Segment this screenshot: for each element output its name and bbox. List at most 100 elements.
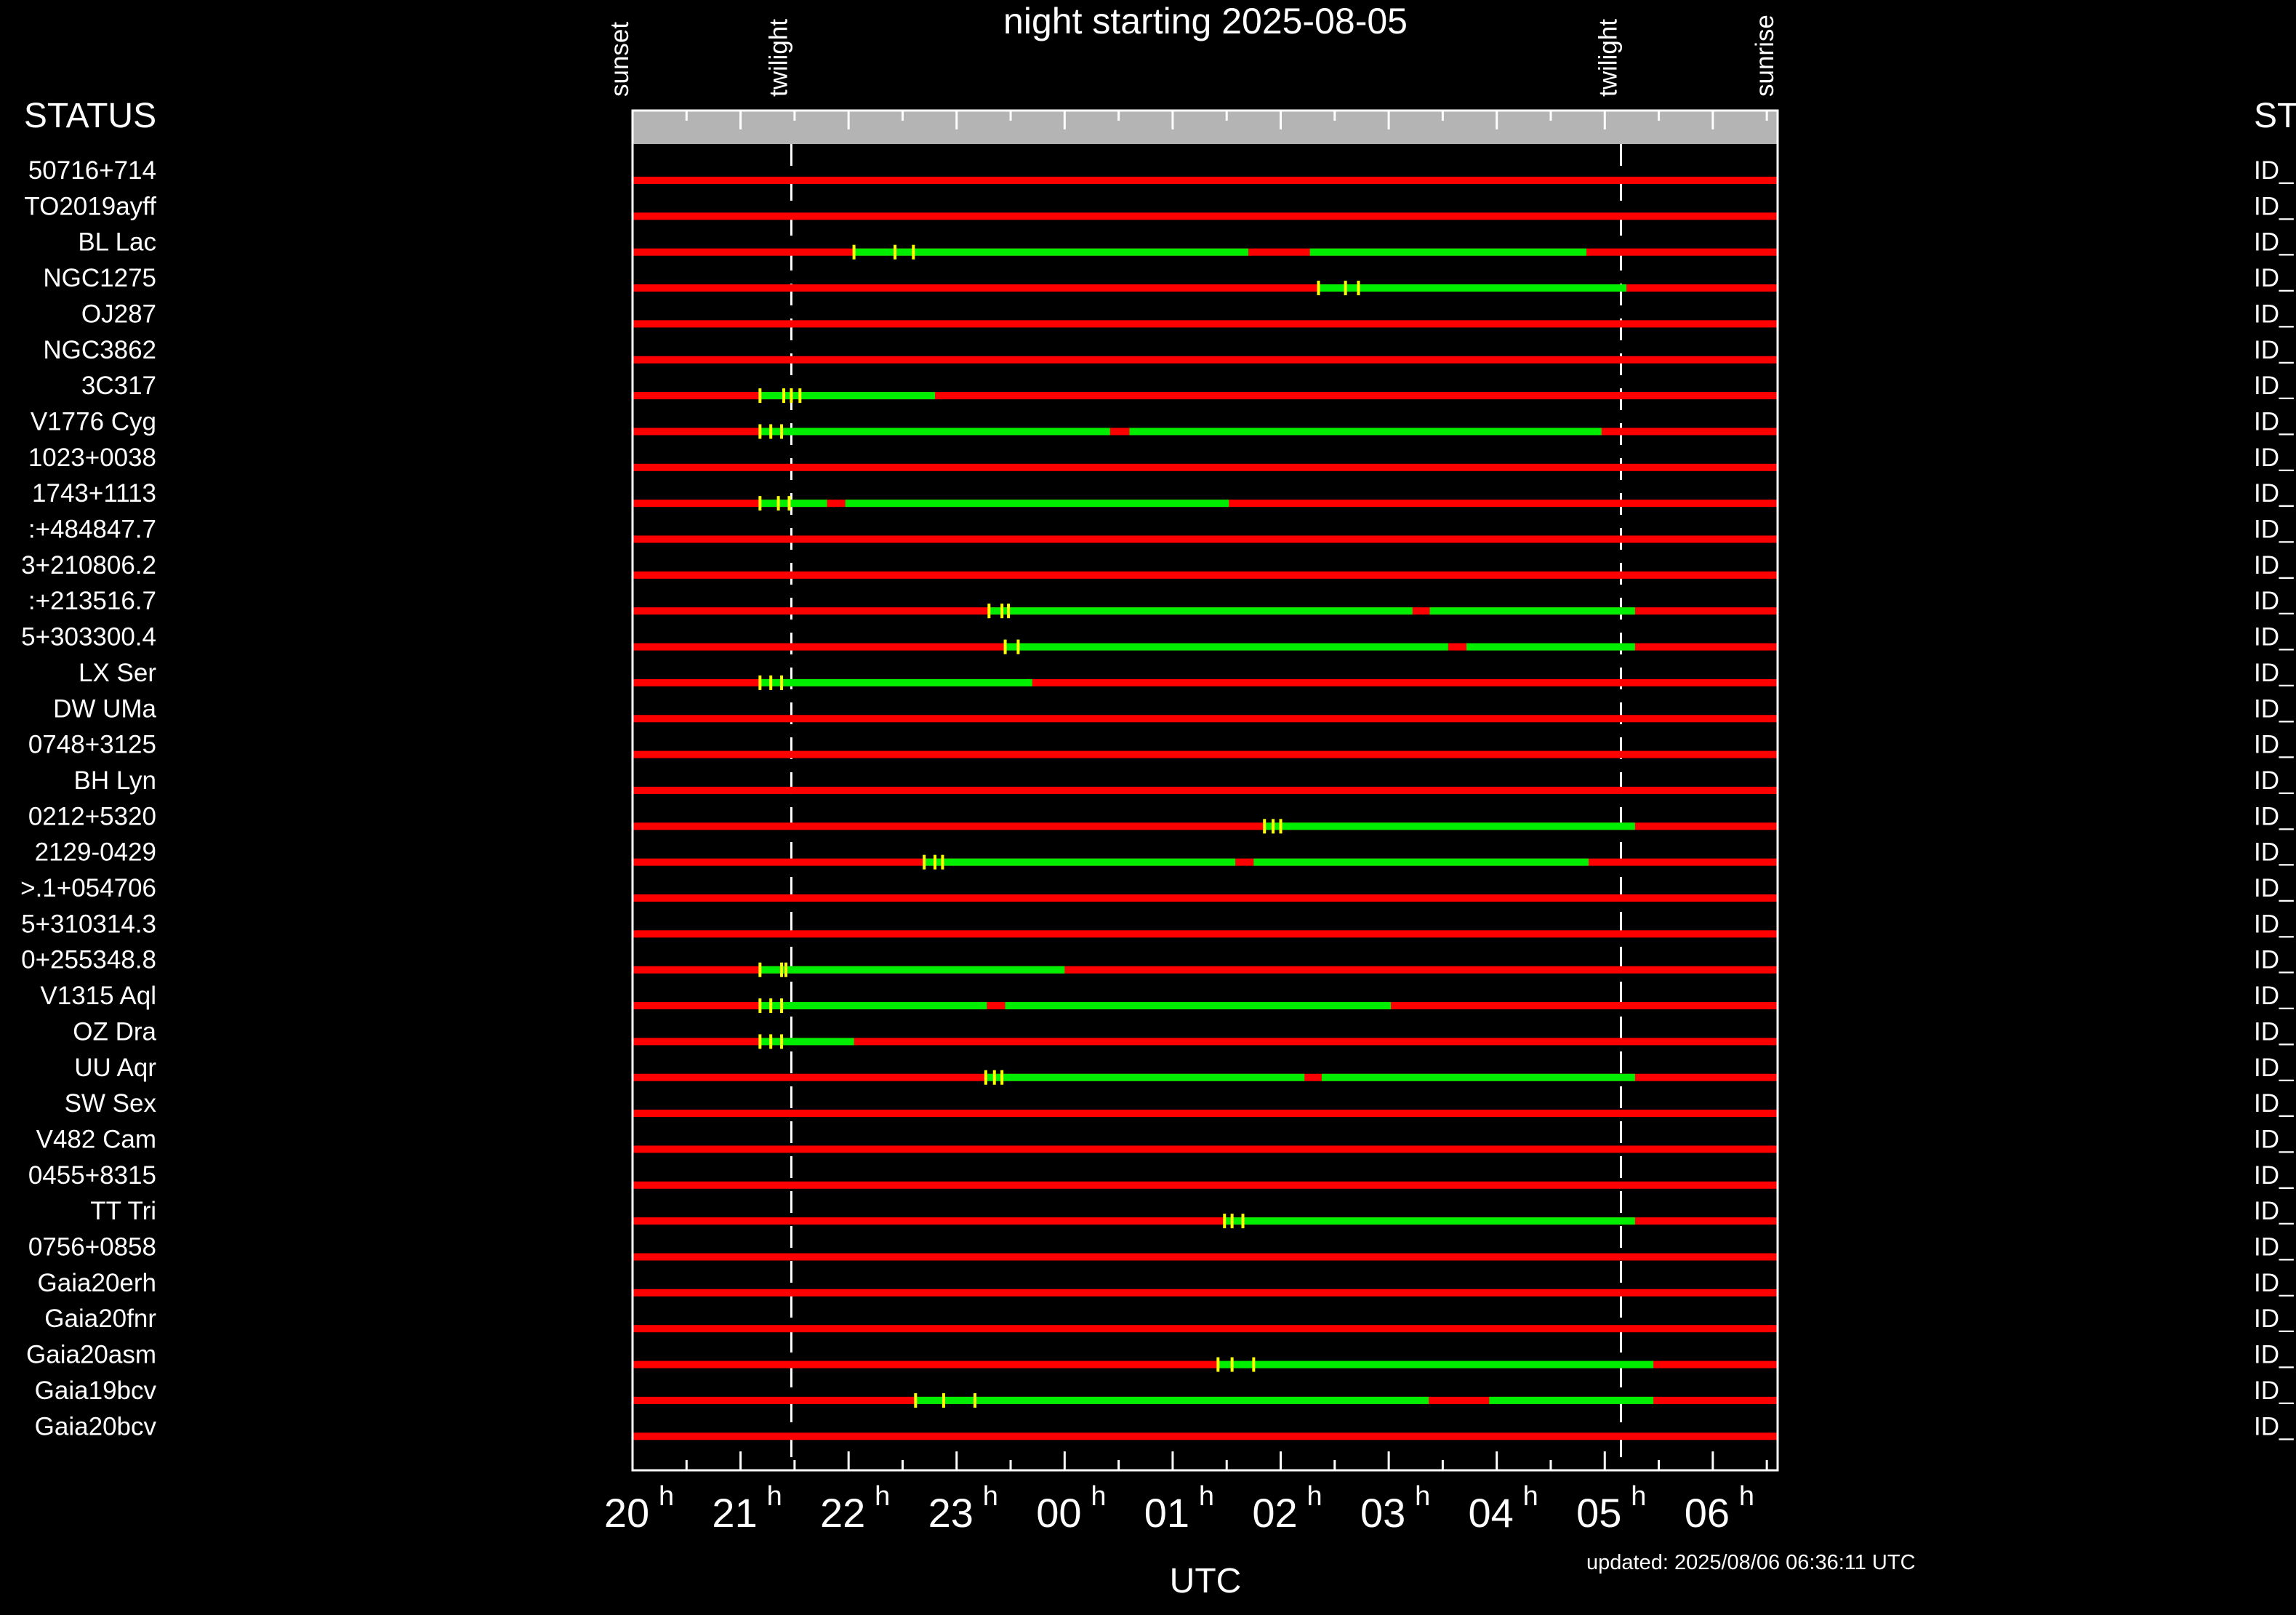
target-name: 1023+0038	[28, 444, 156, 472]
target-name: UU Aqr	[74, 1054, 156, 1082]
unobservable-bar	[633, 1110, 1778, 1118]
observation-marker	[942, 1392, 945, 1408]
unobservable-bar	[633, 463, 1778, 471]
observation-marker	[1241, 1214, 1245, 1229]
target-status: ID_	[2254, 192, 2294, 220]
observable-segment	[760, 500, 827, 508]
observation-marker	[758, 962, 762, 977]
observable-segment	[915, 1396, 1429, 1404]
target-row	[633, 1181, 1778, 1189]
target-name: 3C317	[81, 372, 156, 400]
target-name: 1743+1113	[32, 479, 156, 508]
target-names: 50716+714 TO2019ayff BL Lac NGC1275 OJ287 NGC…	[20, 156, 156, 1440]
x-tick-label: 03	[1360, 1490, 1405, 1536]
target-status: ID_	[2254, 1089, 2294, 1118]
x-tick-label: 02	[1252, 1490, 1297, 1536]
target-status: ID_	[2254, 946, 2294, 974]
target-row	[633, 388, 1778, 404]
observable-segment	[1429, 607, 1635, 615]
target-name: SW Sex	[65, 1089, 157, 1118]
target-status: ID_	[2254, 300, 2294, 328]
observation-marker	[941, 854, 944, 870]
observation-marker	[992, 1070, 996, 1085]
observation-marker	[780, 424, 784, 439]
target-status: ID_	[2254, 479, 2294, 508]
target-status: ID_	[2254, 1269, 2294, 1297]
target-row	[633, 675, 1778, 690]
target-row	[633, 604, 1778, 619]
target-row	[633, 463, 1778, 471]
observation-marker	[1216, 1357, 1220, 1372]
observation-marker	[934, 854, 937, 870]
observable-segment	[1489, 1396, 1654, 1404]
target-status: ID_	[2254, 1017, 2294, 1046]
target-statuses: ID_ ID_ ID_ ID_ ID_ ID_ ID_ ID_ ID_ ID_ ID_ ID_ ID_ I…	[2254, 156, 2294, 1440]
target-name: :+484847.7	[28, 516, 156, 544]
target-name: :+213516.7	[28, 587, 156, 615]
observation-marker	[894, 244, 897, 260]
target-row	[633, 177, 1778, 184]
x-tick-label: 06	[1685, 1490, 1730, 1536]
unobservable-bar	[633, 1145, 1778, 1153]
target-name: NGC1275	[43, 264, 156, 292]
unobservable-bar	[633, 1360, 1778, 1368]
observation-marker	[852, 244, 856, 260]
target-row	[633, 894, 1778, 902]
observable-segment	[854, 248, 1248, 256]
target-status: ID_	[2254, 623, 2294, 652]
unobservable-bar	[633, 966, 1778, 974]
target-name: OZ Dra	[73, 1017, 156, 1046]
observation-marker	[798, 388, 802, 404]
event-label-twilight: twilight	[764, 19, 792, 97]
target-status: ID_	[2254, 1412, 2294, 1440]
x-tick-unit: h	[767, 1481, 782, 1512]
x-tick-label: 23	[928, 1490, 974, 1536]
observable-segment	[760, 392, 936, 400]
observation-marker	[769, 675, 773, 690]
observation-marker	[780, 675, 784, 690]
unobservable-bar	[633, 1181, 1778, 1189]
x-tick-label: 20	[604, 1490, 649, 1536]
target-row	[633, 356, 1778, 364]
observation-marker	[780, 1034, 784, 1049]
target-row	[633, 819, 1778, 834]
target-status: ID_	[2254, 372, 2294, 400]
target-status: ID_	[2254, 694, 2294, 723]
target-status: ID_	[2254, 1341, 2294, 1369]
target-status: ID_	[2254, 587, 2294, 615]
target-status: ID_	[2254, 156, 2294, 185]
target-status: ID_	[2254, 336, 2294, 364]
observable-segment	[760, 1038, 854, 1046]
night-header-bar	[633, 111, 1778, 144]
target-name: 3+210806.2	[21, 551, 156, 580]
target-row	[633, 854, 1778, 870]
observation-marker	[923, 854, 926, 870]
unobservable-bar	[633, 284, 1778, 292]
observation-marker	[1003, 639, 1007, 654]
observable-segment	[1466, 643, 1635, 651]
x-tick-label: 01	[1144, 1490, 1189, 1536]
target-name: 5+303300.4	[21, 623, 156, 652]
observation-marker	[1344, 281, 1347, 296]
target-name: Gaia20erh	[38, 1269, 156, 1297]
target-status: ID_	[2254, 1376, 2294, 1405]
target-row	[633, 1214, 1778, 1229]
observable-segment	[1218, 1360, 1654, 1368]
x-tick-label: 22	[820, 1490, 865, 1536]
unobservable-bar	[633, 392, 1778, 400]
observable-segment	[1129, 428, 1602, 436]
observation-marker	[758, 675, 762, 690]
x-tick-unit: h	[1415, 1481, 1430, 1512]
x-tick-unit: h	[1739, 1481, 1754, 1512]
target-status: ID_	[2254, 444, 2294, 472]
target-status: ID_	[2254, 228, 2294, 257]
observable-segment	[1005, 643, 1448, 651]
observable-segment	[1005, 1002, 1392, 1010]
target-status: ID_	[2254, 838, 2294, 867]
observation-marker	[1223, 1214, 1227, 1229]
observation-marker	[769, 1034, 773, 1049]
observation-marker	[1252, 1357, 1256, 1372]
target-name: Gaia19bcv	[35, 1376, 157, 1405]
target-name: 0455+8315	[28, 1161, 156, 1190]
